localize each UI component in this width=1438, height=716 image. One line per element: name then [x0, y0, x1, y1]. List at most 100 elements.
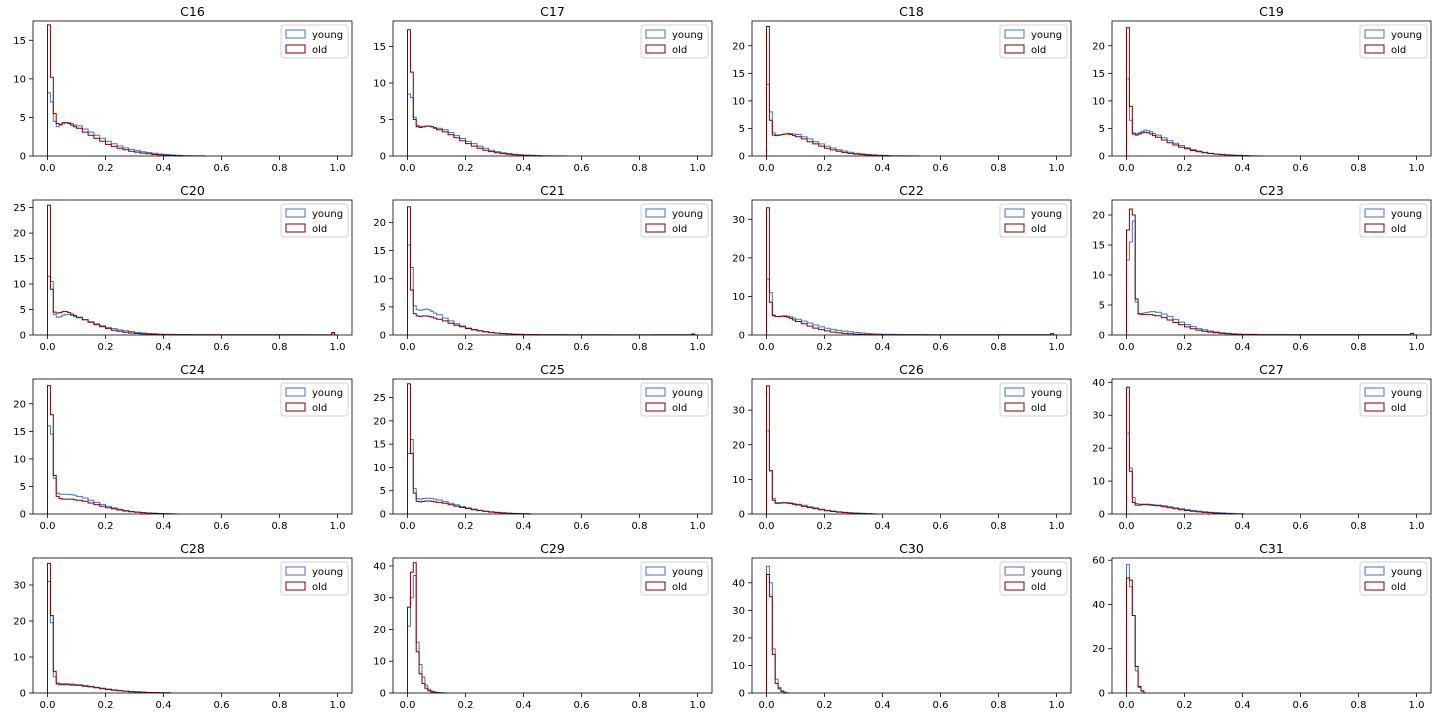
x-tick-label: 0.0	[759, 521, 775, 532]
series-young-step	[766, 430, 880, 515]
legend-box	[280, 24, 349, 59]
y-tick-label: 40	[373, 561, 386, 572]
series-young-step	[47, 275, 338, 336]
series-young-step	[407, 439, 533, 515]
x-tick-label: 0.4	[516, 342, 532, 353]
x-tick-label: 0.4	[875, 700, 891, 711]
legend-box	[640, 203, 709, 238]
y-tick-label: 10	[13, 653, 26, 664]
subplot-title: C21	[540, 183, 565, 198]
y-tick-label: 10	[13, 74, 26, 85]
y-tick-label: 10	[13, 280, 26, 291]
y-tick-label: 40	[1092, 378, 1105, 389]
y-tick-label: 20	[373, 416, 386, 427]
x-tick-label: 1.0	[1049, 342, 1065, 353]
legend-swatch-young	[1004, 29, 1025, 39]
legend-swatch-old	[285, 581, 306, 591]
series-young-step	[1126, 220, 1417, 336]
x-tick-label: 0.6	[933, 163, 949, 174]
x-tick-label: 1.0	[1409, 521, 1425, 532]
y-tick-label: 10	[1092, 271, 1105, 282]
legend-box	[999, 561, 1068, 596]
x-tick-label: 0.0	[400, 342, 416, 353]
x-tick-label: 0.8	[991, 700, 1007, 711]
y-tick-label: 40	[1092, 600, 1105, 611]
x-tick-label: 0.2	[1177, 342, 1193, 353]
x-tick-label: 0.4	[156, 700, 172, 711]
x-tick-label: 1.0	[1409, 163, 1425, 174]
subplot-title: C31	[1259, 541, 1284, 556]
legend-box	[280, 382, 349, 417]
series-old-step	[766, 385, 874, 515]
subplot-c27: C27 0.0 0.2 0.4 0.6 0.8 1.0 0 10 20 30 40 young old	[1092, 362, 1432, 532]
x-tick-label: 0.0	[1119, 521, 1135, 532]
legend-label-young: young	[1031, 30, 1062, 41]
legend: young old	[1359, 561, 1428, 596]
x-tick-label: 1.0	[330, 700, 346, 711]
x-tick-label: 0.6	[1293, 342, 1309, 353]
subplot-c30: C30 0.0 0.2 0.4 0.6 0.8 1.0 0 10 20 30 40 young old	[732, 541, 1072, 711]
legend-swatch-young	[1004, 387, 1025, 397]
x-tick-label: 0.6	[214, 521, 230, 532]
y-tick-label: 15	[732, 69, 745, 80]
x-tick-label: 0.8	[632, 342, 648, 353]
legend-label-old: old	[312, 224, 327, 235]
legend-swatch-young	[1364, 566, 1385, 576]
y-tick-label: 0	[1099, 689, 1105, 700]
legend-swatch-old	[645, 402, 666, 412]
axes-frame	[392, 378, 713, 515]
y-tick-label: 15	[13, 427, 26, 438]
y-tick-label: 20	[373, 625, 386, 636]
series-old-step	[1126, 27, 1252, 157]
legend-swatch-young	[1364, 387, 1385, 397]
y-tick-label: 0	[20, 510, 26, 521]
x-tick-label: 0.2	[458, 342, 474, 353]
series-young-step	[766, 83, 921, 157]
legend-label-old: old	[672, 45, 687, 56]
y-tick-label: 5	[380, 115, 386, 126]
legend-label-young: young	[1391, 209, 1422, 220]
x-tick-label: 0.6	[1293, 521, 1309, 532]
x-tick-label: 0.0	[40, 342, 56, 353]
legend-box	[280, 561, 349, 596]
y-tick-label: 10	[13, 454, 26, 465]
y-tick-label: 20	[1092, 41, 1105, 52]
subplot-c29: C29 0.0 0.2 0.4 0.6 0.8 1.0 0 10 20 30 40 young old	[373, 541, 713, 711]
x-tick-label: 0.4	[1235, 342, 1251, 353]
legend: young old	[999, 203, 1068, 238]
x-tick-label: 0.2	[98, 342, 114, 353]
legend-label-old: old	[312, 45, 327, 56]
legend: young old	[280, 203, 349, 238]
x-tick-label: 1.0	[1409, 700, 1425, 711]
y-tick-label: 10	[373, 274, 386, 285]
y-tick-label: 10	[732, 661, 745, 672]
legend-box	[640, 24, 709, 59]
legend-swatch-old	[645, 581, 666, 591]
x-tick-label: 0.0	[40, 163, 56, 174]
series-old-step	[766, 574, 787, 694]
series-old-step	[1126, 386, 1234, 515]
x-tick-label: 0.2	[98, 163, 114, 174]
y-tick-label: 5	[1099, 301, 1105, 312]
y-tick-label: 0	[739, 510, 745, 521]
y-tick-label: 20	[732, 440, 745, 451]
axes-frame	[1111, 378, 1432, 515]
x-tick-label: 0.4	[875, 163, 891, 174]
x-tick-label: 0.2	[98, 521, 114, 532]
subplot-title: C30	[899, 541, 924, 556]
x-tick-label: 1.0	[690, 163, 706, 174]
x-tick-label: 0.4	[875, 521, 891, 532]
legend-label-young: young	[1031, 209, 1062, 220]
legend-swatch-old	[1364, 581, 1385, 591]
x-tick-label: 0.0	[1119, 163, 1135, 174]
y-tick-label: 20	[1092, 644, 1105, 655]
subplot-title: C23	[1259, 183, 1284, 198]
y-tick-label: 20	[732, 41, 745, 52]
y-tick-label: 0	[1099, 510, 1105, 521]
subplot-c28: C28 0.0 0.2 0.4 0.6 0.8 1.0 0 10 20 30 young old	[13, 541, 353, 711]
legend: young old	[280, 561, 349, 596]
x-tick-label: 0.0	[400, 521, 416, 532]
legend: young old	[640, 561, 709, 596]
x-tick-label: 1.0	[1049, 521, 1065, 532]
series-young-step	[47, 92, 207, 157]
